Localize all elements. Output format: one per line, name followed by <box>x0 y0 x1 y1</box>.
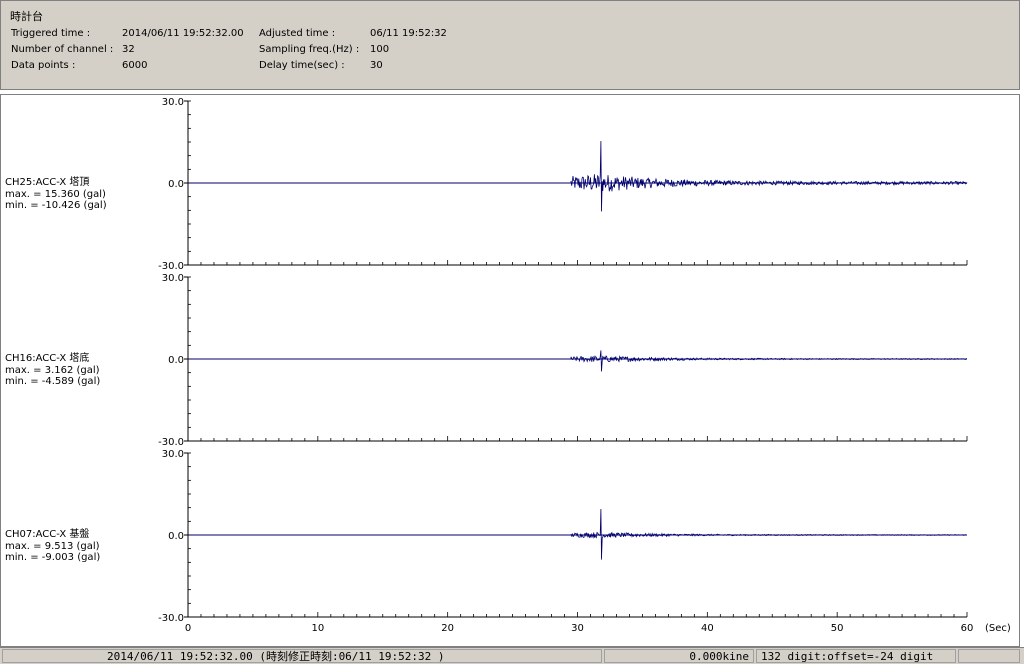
sampling-freq-label: Sampling freq.(Hz) : <box>259 44 360 55</box>
channel-3-name: CH07:ACC-X 基盤 <box>5 529 90 540</box>
x-tick-label: 10 <box>311 623 324 634</box>
data-points-value: 6000 <box>122 60 148 71</box>
y-tick-label-ch1: 30.0 <box>162 97 184 108</box>
y-tick-label-ch1: 0.0 <box>168 179 184 190</box>
x-tick-label: 30 <box>571 623 584 634</box>
channel-1-name: CH25:ACC-X 塔頂 <box>5 177 90 188</box>
x-tick-label: 40 <box>701 623 714 634</box>
channel-3-min: min. = -9.003 (gal) <box>5 552 101 563</box>
channel-1-max: max. = 15.360 (gal) <box>5 188 106 200</box>
waveform-chart: 30.00.0-30.030.00.0-30.030.00.0-30.00 10 2… <box>158 97 1011 634</box>
channel-1-info: CH25:ACC-X 塔頂 max. = 15.360 (gal) min. =… <box>5 177 107 212</box>
status-velocity: 0.000kine <box>604 649 754 663</box>
x-tick-label: 20 <box>441 623 454 634</box>
waveform-series-ch1 <box>570 140 968 212</box>
status-digit: 132 digit:offset=-24 digit <box>756 649 956 663</box>
status-bar: 2014/06/11 19:52:32.00 (時刻修正時刻:06/11 19:… <box>0 647 1024 664</box>
channel-2-min: min. = -4.589 (gal) <box>5 376 101 387</box>
x-tick-label: 0 <box>185 623 191 634</box>
x-tick-label: 50 <box>831 623 844 634</box>
station-title: 時計台 <box>10 10 43 23</box>
data-points-label: Data points : <box>11 60 76 71</box>
channel-count-value: 32 <box>122 44 135 55</box>
delay-time-value: 30 <box>370 60 383 71</box>
status-time: 2014/06/11 19:52:32.00 (時刻修正時刻:06/11 19:… <box>2 649 602 663</box>
triggered-time-value: 2014/06/11 19:52:32.00 <box>122 28 244 39</box>
sampling-freq-value: 100 <box>370 44 390 55</box>
y-tick-label-ch3: -30.0 <box>158 613 184 624</box>
x-unit-label: (Sec) <box>985 623 1011 634</box>
channel-3-info: CH07:ACC-X 基盤 max. = 9.513 (gal) min. = … <box>5 529 100 564</box>
channel-2-max: max. = 3.162 (gal) <box>5 364 100 376</box>
channel-count-label: Number of channel : <box>11 44 114 55</box>
x-tick-label: 60 <box>961 623 974 634</box>
y-tick-label-ch2: 30.0 <box>162 273 184 284</box>
y-tick-label-ch1: -30.0 <box>158 261 184 272</box>
channel-2-info: CH16:ACC-X 塔底 max. = 3.162 (gal) min. = … <box>5 353 100 388</box>
delay-time-label: Delay time(sec) : <box>259 60 345 71</box>
channel-1-min: min. = -10.426 (gal) <box>5 200 107 211</box>
y-tick-label-ch2: 0.0 <box>168 355 184 366</box>
y-tick-label-ch3: 30.0 <box>162 449 184 460</box>
adjusted-time-value: 06/11 19:52:32 <box>370 28 447 39</box>
status-empty-cell <box>958 649 1020 663</box>
channel-3-max: max. = 9.513 (gal) <box>5 540 100 552</box>
header-panel: 時計台 Triggered time : 2014/06/11 19:52:32… <box>0 0 1020 90</box>
waveform-series-ch3 <box>570 508 967 560</box>
y-tick-label-ch2: -30.0 <box>158 437 184 448</box>
waveform-plot-area[interactable]: 30.0 0.0 -30.0 30.0 0.0 -30.0 30.0 0.0 -30.0 0 10 2… <box>0 94 1020 647</box>
waveform-series-ch2 <box>570 350 967 372</box>
adjusted-time-label: Adjusted time : <box>259 28 336 39</box>
y-tick-label-ch3: 0.0 <box>168 531 184 542</box>
channel-2-name: CH16:ACC-X 塔底 <box>5 353 90 364</box>
triggered-time-label: Triggered time : <box>11 28 91 39</box>
